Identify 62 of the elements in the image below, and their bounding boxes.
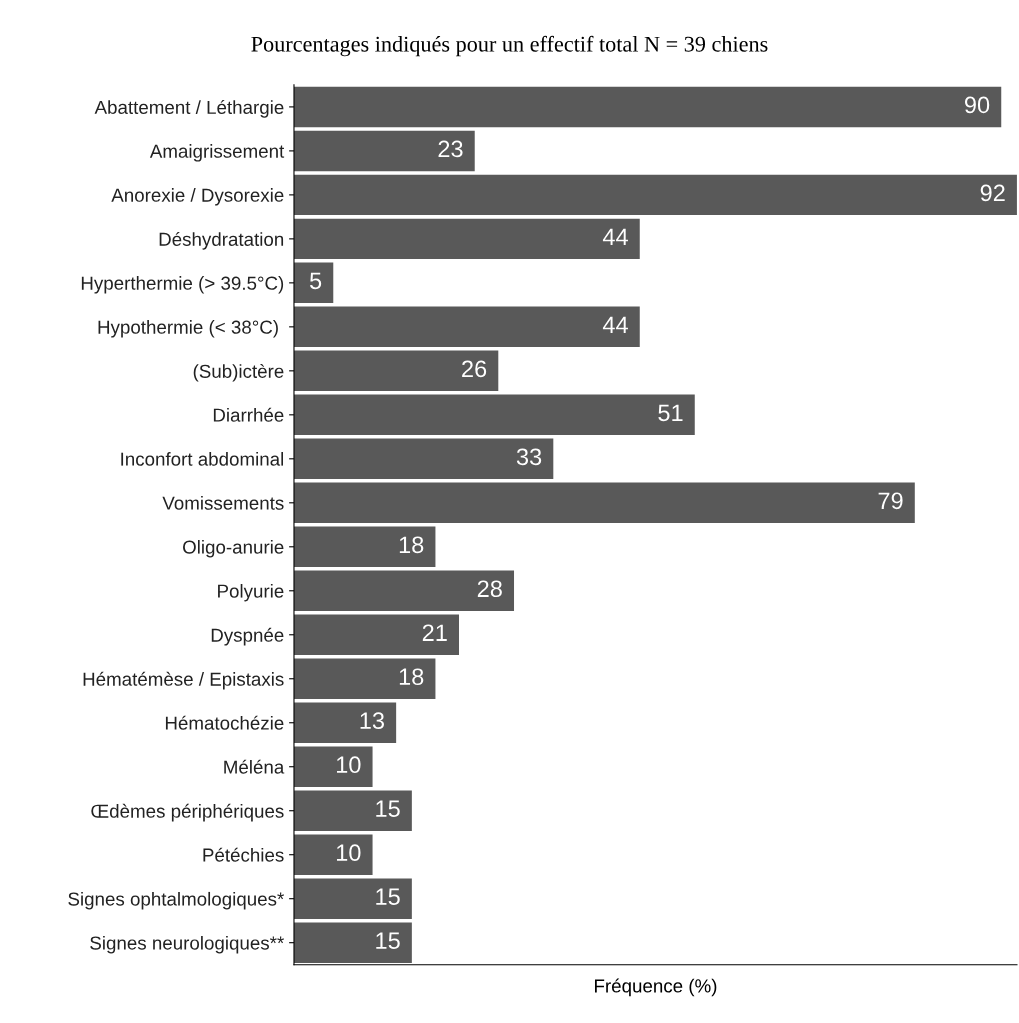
bar <box>293 702 397 743</box>
data-label: 23 <box>438 140 463 158</box>
data-label: 15 <box>376 888 400 906</box>
data-label: 51 <box>658 404 683 422</box>
chart-title: Pourcentages indiqués pour un effectif total N = 39 chiens <box>251 35 768 57</box>
bar <box>293 262 334 304</box>
y-tick-label: Signes neurologiques** <box>90 935 284 954</box>
data-label: 18 <box>399 536 424 554</box>
data-label: 10 <box>337 844 361 862</box>
y-tick-label: Méléna <box>224 759 285 774</box>
y-tick-label: Hyperthermie (> 39.5°C) <box>81 276 284 294</box>
data-label: 21 <box>422 624 447 641</box>
y-tick-label: Inconfort abdominal <box>121 452 284 466</box>
data-label: 44 <box>602 228 628 245</box>
y-tick-label: Œdèmes périphériques <box>91 803 284 822</box>
bar <box>293 922 412 963</box>
y-tick-label: Anorexie / Dysorexie <box>111 188 284 206</box>
data-label: 33 <box>516 448 542 466</box>
data-label: 15 <box>376 932 400 950</box>
y-tick-label: Hypothermie (< 38°C) <box>98 320 278 338</box>
y-tick-label: Déshydratation <box>159 231 284 250</box>
bar <box>293 130 475 172</box>
y-tick-label: Oligo-anurie <box>183 540 284 558</box>
bar <box>293 790 412 831</box>
bar <box>293 174 1017 216</box>
y-tick-label: Abattement / Léthargie <box>94 100 284 118</box>
bar <box>293 350 499 392</box>
data-label: 10 <box>337 756 361 774</box>
bar <box>293 438 554 480</box>
data-label: 92 <box>980 184 1005 202</box>
data-label: 26 <box>462 360 487 378</box>
data-label: 90 <box>964 96 990 114</box>
bar <box>293 614 460 656</box>
bar <box>293 834 373 875</box>
bar <box>293 482 915 524</box>
bar <box>293 86 1002 128</box>
y-tick-label: Vomissements <box>162 496 284 510</box>
bar <box>293 878 412 919</box>
y-tick-label: Hématémèse / Epistaxis <box>83 671 284 690</box>
data-label: 79 <box>878 492 903 510</box>
bar <box>293 658 436 699</box>
bar <box>293 526 436 568</box>
y-tick-label: Diarrhée <box>213 407 284 422</box>
y-tick-label: Signes ophtalmologiques* <box>68 891 284 910</box>
y-tick-label: (Sub)ictère <box>193 363 284 382</box>
y-tick-label: Dyspnée <box>211 627 284 646</box>
y-tick-label: Amaigrissement <box>149 144 285 162</box>
data-label: 5 <box>309 272 322 290</box>
bar <box>293 570 515 612</box>
data-label: 13 <box>360 712 384 730</box>
bar <box>293 218 640 260</box>
data-label: 18 <box>399 668 424 686</box>
data-label: 15 <box>376 800 400 818</box>
x-axis-title: Fréquence (%) <box>595 978 717 997</box>
y-tick-label: Polyurie <box>218 583 284 602</box>
data-label: 44 <box>602 316 628 333</box>
bar <box>293 306 640 348</box>
bar <box>293 394 695 436</box>
y-tick-label: Pétéchies <box>203 847 284 862</box>
y-tick-label: Hématochézie <box>165 715 284 730</box>
bar <box>293 746 373 787</box>
data-label: 28 <box>477 580 502 598</box>
